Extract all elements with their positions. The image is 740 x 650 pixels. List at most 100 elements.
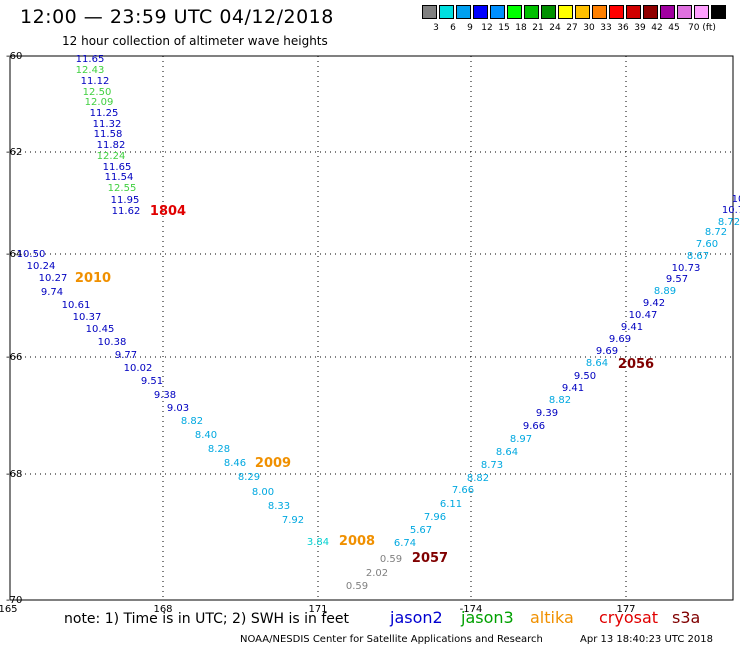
wave-height-value: 9.69 [609, 334, 631, 345]
wave-height-value: 8.82 [181, 416, 203, 427]
credit-line: NOAA/NESDIS Center for Satellite Applica… [240, 634, 543, 645]
wave-height-value: 10.27 [39, 273, 68, 284]
wave-height-value: 8.40 [195, 430, 217, 441]
scale-label: 27 [566, 23, 578, 33]
wave-height-value: 9.39 [536, 408, 558, 419]
wave-height-value: 9.42 [643, 298, 665, 309]
wave-height-value: 11.25 [90, 108, 119, 119]
pass-time-label: 2010 [75, 271, 111, 286]
wave-height-value: 8.46 [224, 458, 246, 469]
wave-height-value: 8.64 [496, 447, 518, 458]
scale-swatch [575, 5, 590, 19]
wave-height-value: 11.54 [105, 172, 134, 183]
scale-label: 9 [467, 23, 473, 33]
scale-label: 30 [583, 23, 595, 33]
wave-height-value: 9.57 [666, 274, 688, 285]
wave-height-value: 8.67 [687, 251, 709, 262]
scale-label: 45 [668, 23, 680, 33]
pass-time-label: 2057 [412, 551, 448, 566]
wave-height-value: 10.37 [73, 312, 102, 323]
wave-height-value: 10.47 [629, 310, 658, 321]
scale-swatch [677, 5, 692, 19]
wave-height-value: 11.62 [112, 206, 141, 217]
scale-label: 21 [532, 23, 544, 33]
wave-height-value: 7.92 [282, 515, 304, 526]
wave-height-value: 10 [732, 194, 740, 205]
lon-label: -174 [460, 604, 483, 615]
wave-height-value: 11.32 [93, 119, 122, 130]
scale-swatch [626, 5, 641, 19]
wave-height-value: 8.73 [481, 460, 503, 471]
wave-height-value: 9.77 [115, 350, 137, 361]
wave-height-value: 9.03 [167, 403, 189, 414]
satellite-jason2: jason2 [390, 608, 443, 627]
scale-swatch [439, 5, 454, 19]
wave-height-value: 8.00 [252, 487, 274, 498]
scale-label: 70 (ft) [688, 23, 716, 33]
wave-height-value: 10.45 [86, 324, 115, 335]
scale-swatch [456, 5, 471, 19]
lat-label: -68 [6, 469, 22, 480]
wave-height-value: 10.50 [17, 249, 46, 260]
scale-label: 24 [549, 23, 561, 33]
wave-height-value: 11.58 [94, 129, 123, 140]
wave-height-value: 9.66 [523, 421, 545, 432]
lat-label: -60 [6, 51, 22, 62]
wave-height-value: 8.64 [586, 358, 608, 369]
scale-swatch [643, 5, 658, 19]
scale-label: 42 [651, 23, 663, 33]
wave-height-value: 8.29 [238, 472, 260, 483]
scale-label: 3 [433, 23, 439, 33]
scale-swatch [473, 5, 488, 19]
lat-label: -62 [6, 147, 22, 158]
scale-label: 18 [515, 23, 527, 33]
wave-height-value: 9.41 [621, 322, 643, 333]
scale-label: 6 [450, 23, 456, 33]
scale-label: 36 [617, 23, 629, 33]
wave-height-value: 8.72 [705, 227, 727, 238]
lon-label: 177 [616, 604, 635, 615]
wave-height-value: 11.95 [111, 195, 140, 206]
wave-height-value: 9.41 [562, 383, 584, 394]
wave-height-value: 8.82 [467, 473, 489, 484]
wave-height-value: 11.65 [76, 54, 105, 65]
lon-label: 171 [308, 604, 327, 615]
wave-height-value: 7.66 [452, 485, 474, 496]
wave-height-value: 5.67 [410, 525, 432, 536]
wave-height-value: 8.97 [510, 434, 532, 445]
units-note: note: 1) Time is in UTC; 2) SWH is in fe… [64, 611, 350, 627]
wave-height-value: 12.55 [108, 183, 137, 194]
lat-label: -64 [6, 249, 22, 260]
wave-height-value: 8.33 [268, 501, 290, 512]
wave-height-value: 0.59 [346, 581, 368, 592]
lon-label: 165 [0, 604, 18, 615]
wave-height-value: 12.50 [83, 87, 112, 98]
wave-height-value: 12.09 [85, 97, 114, 108]
wave-height-value: 8.82 [549, 395, 571, 406]
satellite-altika: altika [530, 608, 574, 627]
wave-height-value: 8.28 [208, 444, 230, 455]
wave-height-value: 3.84 [307, 537, 329, 548]
satellite-jason3: jason3 [461, 608, 514, 627]
wave-height-value: 8.89 [654, 286, 676, 297]
wave-height-value: 8.72 [718, 217, 740, 228]
scale-label: 15 [498, 23, 510, 33]
pass-time-label: 1804 [150, 204, 186, 219]
scale-swatch [507, 5, 522, 19]
wave-height-value: 9.51 [141, 376, 163, 387]
wave-height-value: 10.38 [98, 337, 127, 348]
wave-height-value: 9.74 [41, 287, 63, 298]
pass-time-label: 2008 [339, 534, 375, 549]
scale-swatch [711, 5, 726, 19]
scale-swatch [422, 5, 437, 19]
wave-height-value: 11.65 [103, 162, 132, 173]
pass-time-label: 2009 [255, 456, 291, 471]
lon-label: 168 [153, 604, 172, 615]
scale-label: 12 [481, 23, 493, 33]
lat-label: -66 [6, 352, 22, 363]
wave-height-value: 10.02 [124, 363, 153, 374]
wave-height-value: 2.02 [366, 568, 388, 579]
scale-swatch [660, 5, 675, 19]
scale-swatch [609, 5, 624, 19]
